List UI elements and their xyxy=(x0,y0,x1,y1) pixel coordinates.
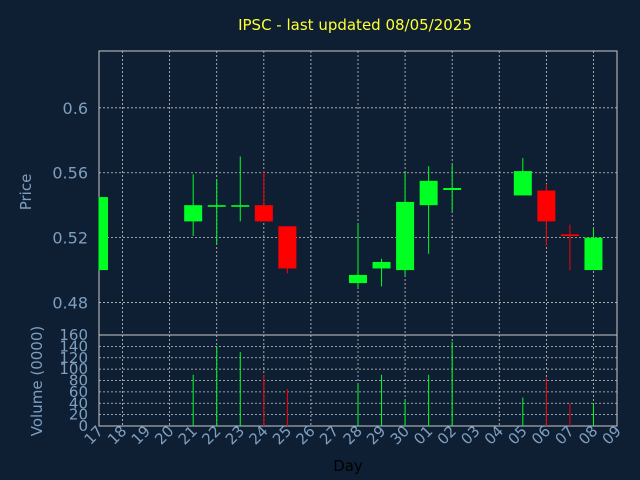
volume-tick-label: 160 xyxy=(59,326,88,344)
chart-title: IPSC - last updated 08/05/2025 xyxy=(238,16,472,34)
price-tick-label: 0.48 xyxy=(52,294,88,313)
day-axis: 1718192021222324252627282930010203040506… xyxy=(81,422,625,448)
candle-body xyxy=(560,234,579,237)
price-axis-label: Price xyxy=(17,174,35,211)
volume-tick-label: 140 xyxy=(59,337,88,355)
candle-body xyxy=(207,205,226,207)
volume-tick-label: 80 xyxy=(69,372,88,390)
volume-tick-label: 40 xyxy=(69,394,88,412)
volume-tick-label: 100 xyxy=(59,360,88,378)
volume-tick-label: 120 xyxy=(59,349,88,367)
candle-body xyxy=(537,190,556,222)
candle-body xyxy=(419,180,438,206)
candle-body xyxy=(184,205,203,222)
volume-tick-label: 60 xyxy=(69,383,88,401)
candle-body xyxy=(254,205,273,222)
volume-tick-label: 0 xyxy=(78,417,88,435)
price-tick-label: 0.6 xyxy=(63,99,88,118)
candle-body xyxy=(584,237,603,271)
candle-body xyxy=(278,226,297,269)
candle-body xyxy=(513,171,532,196)
candle-body xyxy=(99,197,108,271)
candle-body xyxy=(372,261,391,269)
volume-axis-label: Volume (0000) xyxy=(28,326,46,436)
price-tick-label: 0.56 xyxy=(52,164,88,183)
price-tick-label: 0.52 xyxy=(52,229,88,248)
price-panel: 0.48 0.52 0.56 0.6 xyxy=(52,50,618,336)
volume-tick-label: 20 xyxy=(69,406,88,424)
x-axis-label: Day xyxy=(333,457,363,475)
candle-body xyxy=(231,205,250,207)
candle-body xyxy=(349,274,367,284)
candle-body xyxy=(396,201,415,271)
